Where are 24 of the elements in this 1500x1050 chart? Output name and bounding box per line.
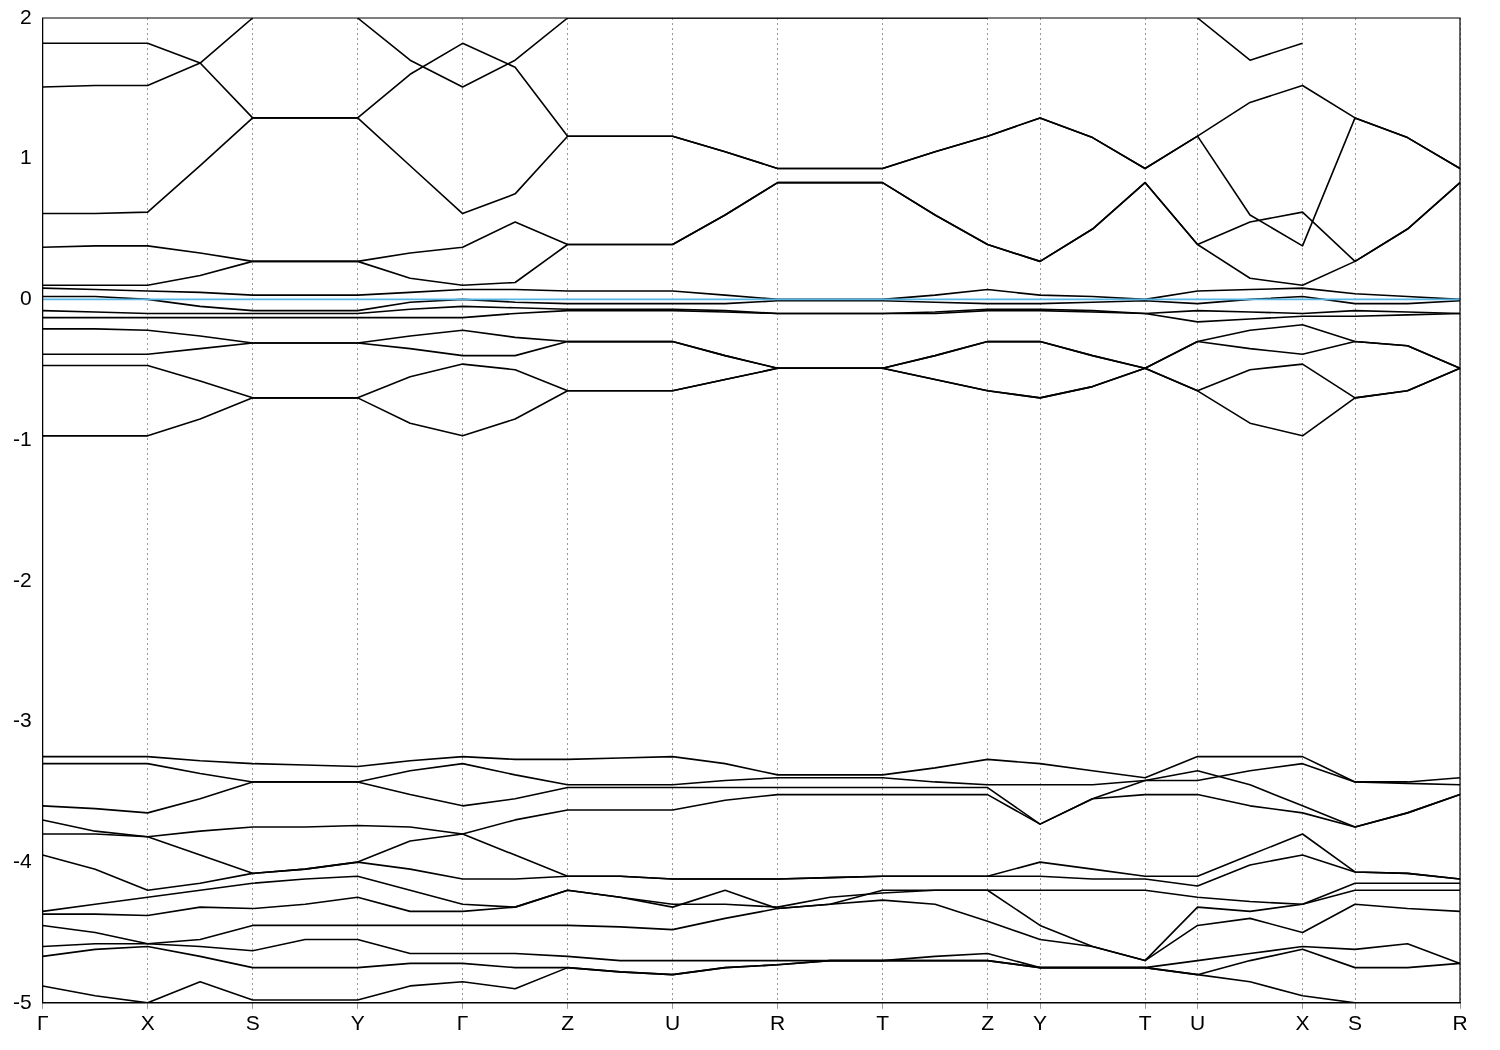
y-tick-label: -4 — [12, 848, 32, 872]
x-tick-label: Y — [1033, 1011, 1048, 1035]
x-tick-label: R — [770, 1011, 786, 1035]
x-tick-label: X — [140, 1011, 155, 1035]
y-tick-label: -3 — [12, 708, 32, 732]
y-tick-label: -1 — [12, 426, 32, 450]
x-tick-label: X — [1295, 1011, 1310, 1035]
y-tick-label: 2 — [19, 4, 32, 28]
x-tick-label: Z — [981, 1011, 995, 1035]
y-tick-label: 0 — [19, 286, 32, 310]
y-tick-label: -5 — [12, 989, 32, 1013]
x-tick-label: T — [1138, 1011, 1152, 1035]
x-tick-label: Y — [350, 1011, 365, 1035]
y-tick-label: 1 — [19, 145, 32, 169]
x-tick-label: R — [1452, 1011, 1468, 1035]
x-tick-label: T — [876, 1011, 890, 1035]
x-tick-label: Γ — [456, 1011, 469, 1035]
x-tick-label: U — [665, 1011, 681, 1035]
y-tick-label: -2 — [12, 567, 32, 591]
x-tick-label: Z — [561, 1011, 575, 1035]
x-tick-label: S — [1348, 1011, 1363, 1035]
x-tick-label: S — [245, 1011, 260, 1035]
x-tick-label: U — [1189, 1011, 1206, 1035]
x-tick-label: Γ — [36, 1011, 49, 1035]
